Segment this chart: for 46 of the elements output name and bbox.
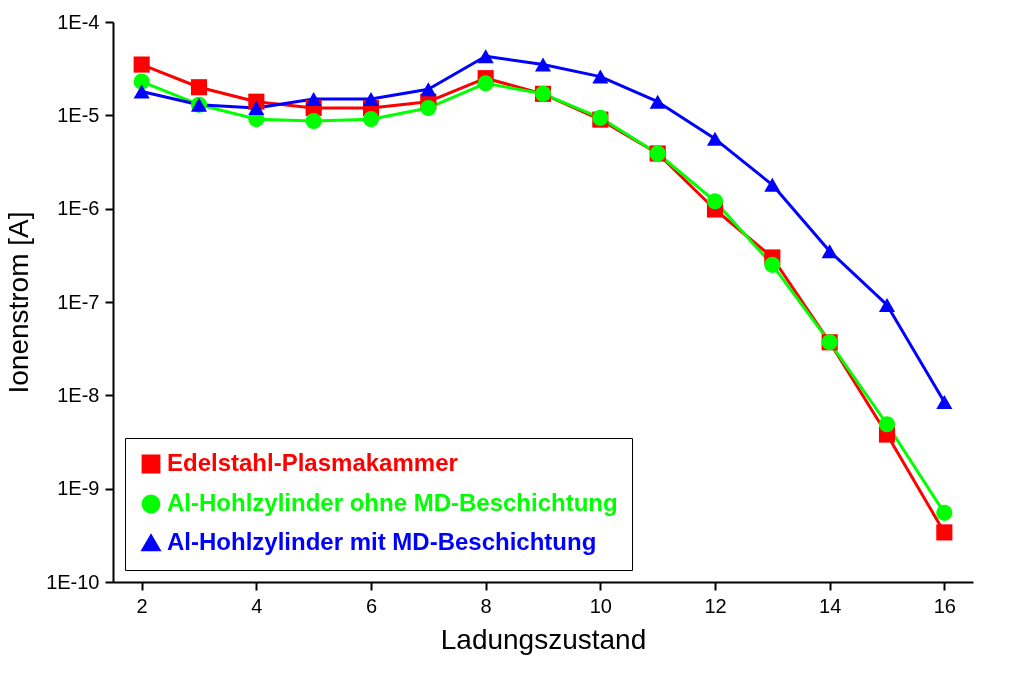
legend-label: Edelstahl-Plasmakammer <box>167 449 458 476</box>
point <box>936 524 953 541</box>
y-axis-title: Ionenstrom [A] <box>3 211 35 394</box>
x-tick-label: 6 <box>365 594 378 617</box>
point <box>133 73 150 90</box>
legend-label: Al-Hohlzylinder ohne MD-Beschichtung <box>167 489 618 516</box>
x-tick-label: 4 <box>251 594 263 617</box>
legend-label: Al-Hohlzylinder mit MD-Beschichtung <box>167 528 597 555</box>
y-tick-label: 1E-10 <box>46 570 100 593</box>
point <box>764 256 781 273</box>
x-tick-label: 16 <box>933 594 956 617</box>
point <box>936 504 953 521</box>
y-tick-label: 1E-7 <box>57 290 100 313</box>
point <box>592 69 609 84</box>
point <box>477 75 494 92</box>
point <box>133 84 150 99</box>
point <box>878 297 896 312</box>
x-axis-title: Ladungszustand <box>440 623 647 655</box>
point <box>649 94 666 109</box>
x-tick-label: 2 <box>136 594 148 617</box>
x-tick-label: 14 <box>819 594 842 617</box>
point <box>821 244 838 259</box>
point <box>305 91 322 106</box>
point <box>878 416 896 433</box>
point <box>420 82 437 97</box>
point <box>248 100 265 115</box>
point <box>362 111 380 128</box>
x-tick-label: 10 <box>589 594 612 617</box>
y-tick-label: 1E-5 <box>57 103 100 126</box>
point <box>706 131 724 146</box>
y-tick-label: 1E-8 <box>57 383 100 406</box>
x-tick-label: 12 <box>704 594 727 617</box>
point <box>305 112 322 130</box>
point <box>362 91 380 106</box>
point <box>133 56 150 73</box>
point <box>936 394 953 409</box>
y-tick-label: 1E-9 <box>57 477 100 500</box>
point <box>534 57 552 72</box>
point <box>764 177 781 192</box>
y-tick-label: 1E-6 <box>57 197 100 220</box>
point <box>706 193 724 210</box>
point <box>190 79 208 96</box>
point <box>420 99 437 116</box>
x-tick-label: 8 <box>480 594 492 617</box>
point <box>477 49 494 64</box>
y-tick-label: 1E-4 <box>57 10 100 33</box>
